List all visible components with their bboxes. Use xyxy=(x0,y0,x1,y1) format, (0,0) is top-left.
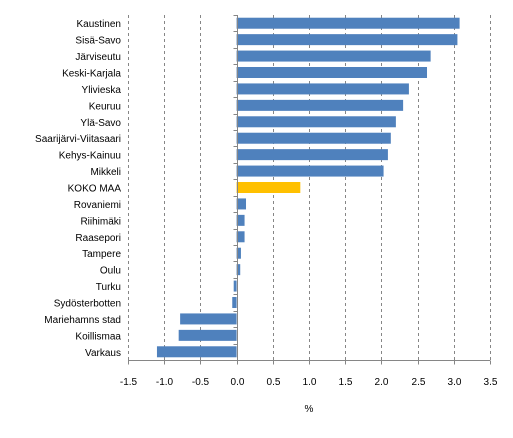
category-label-10: KOKO MAA xyxy=(68,184,122,195)
bar-10 xyxy=(236,182,301,193)
category-label-19: Koillismaa xyxy=(75,331,121,342)
tick-label-layer: -1.5 -1.0 -0.5 0.0 0.5 1.0 1.5 2.0 2.5 3.0 3.5 xyxy=(120,377,498,388)
bar-13 xyxy=(236,231,245,243)
bar-11 xyxy=(236,198,247,210)
bar-layer xyxy=(156,17,460,358)
x-tick-label-8: 2.5 xyxy=(412,377,426,388)
category-label-20: Varkaus xyxy=(85,348,121,359)
axis-layer xyxy=(128,15,491,365)
bar-15 xyxy=(236,264,241,276)
category-label-1: Sisä-Savo xyxy=(75,36,121,47)
category-label-11: Rovaniemi xyxy=(74,200,121,211)
x-tick-label-10: 3.5 xyxy=(484,377,498,388)
bar-20 xyxy=(156,346,237,358)
x-tick-label-4: 0.5 xyxy=(267,377,281,388)
category-label-17: Sydösterbotten xyxy=(54,299,121,310)
x-tick-label-7: 2.0 xyxy=(375,377,389,388)
bar-0 xyxy=(236,17,460,29)
category-label-6: Ylä-Savo xyxy=(80,118,121,129)
bar-6 xyxy=(236,116,396,128)
bar-12 xyxy=(236,214,245,226)
bar-14 xyxy=(236,247,241,259)
bar-1 xyxy=(236,34,458,46)
category-label-0: Kaustinen xyxy=(77,19,121,30)
category-label-14: Tampere xyxy=(82,249,121,260)
x-axis-title: % xyxy=(305,404,314,415)
x-tick-label-5: 1.0 xyxy=(303,377,317,388)
grid-layer xyxy=(128,15,491,360)
category-label-8: Kehys-Kainuu xyxy=(59,151,121,162)
category-label-5: Keuruu xyxy=(89,101,121,112)
category-label-12: Riihimäki xyxy=(80,216,121,227)
x-tick-label-6: 1.5 xyxy=(339,377,353,388)
x-tick-label-9: 3.0 xyxy=(448,377,462,388)
bar-2 xyxy=(236,50,431,62)
x-tick-label-3: 0.0 xyxy=(231,377,245,388)
category-label-15: Oulu xyxy=(100,266,121,277)
bar-16 xyxy=(233,280,237,292)
x-tick-label-0: -1.5 xyxy=(120,377,138,388)
category-label-layer: Kaustinen Sisä-Savo Järviseutu Keski-Karjal… xyxy=(35,19,121,359)
bar-7 xyxy=(236,132,391,144)
category-label-9: Mikkeli xyxy=(90,167,121,178)
bar-9 xyxy=(236,165,384,177)
category-label-2: Järviseutu xyxy=(75,52,121,63)
category-label-3: Keski-Karjala xyxy=(62,69,121,80)
bar-19 xyxy=(178,329,237,341)
bar-3 xyxy=(236,67,428,78)
x-tick-label-2: -0.5 xyxy=(192,377,210,388)
bar-5 xyxy=(236,99,404,111)
x-tick-label-1: -1.0 xyxy=(156,377,174,388)
category-label-16: Turku xyxy=(96,282,121,293)
bar-18 xyxy=(180,313,237,325)
category-label-4: Ylivieska xyxy=(82,85,122,96)
bar-4 xyxy=(236,83,409,95)
category-label-7: Saarijärvi-Viitasaari xyxy=(35,134,121,145)
category-label-13: Raasepori xyxy=(75,233,121,244)
bar-8 xyxy=(236,149,388,161)
category-label-18: Mariehamns stad xyxy=(44,315,121,326)
bar-17 xyxy=(232,297,237,308)
